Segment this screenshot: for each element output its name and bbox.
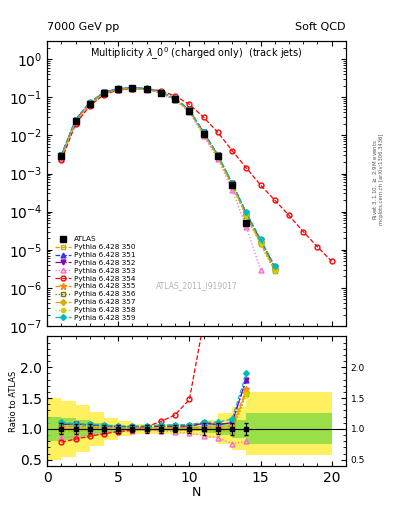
Text: ATLAS_2011_I919017: ATLAS_2011_I919017 [156,282,237,291]
Text: Multiplicity $\lambda\_0^0$ (charged only)  (track jets): Multiplicity $\lambda\_0^0$ (charged onl… [90,45,303,62]
X-axis label: N: N [192,486,201,499]
Y-axis label: Ratio to ATLAS: Ratio to ATLAS [9,371,18,432]
Text: Rivet 3.1.10, $\geq$ 2.9M events: Rivet 3.1.10, $\geq$ 2.9M events [371,139,379,220]
Text: Soft QCD: Soft QCD [296,22,346,32]
Legend: ATLAS, Pythia 6.428 350, Pythia 6.428 351, Pythia 6.428 352, Pythia 6.428 353, P: ATLAS, Pythia 6.428 350, Pythia 6.428 35… [54,235,137,323]
Text: mcplots.cern.ch [arXiv:1306.3436]: mcplots.cern.ch [arXiv:1306.3436] [379,134,384,225]
Text: 7000 GeV pp: 7000 GeV pp [47,22,119,32]
